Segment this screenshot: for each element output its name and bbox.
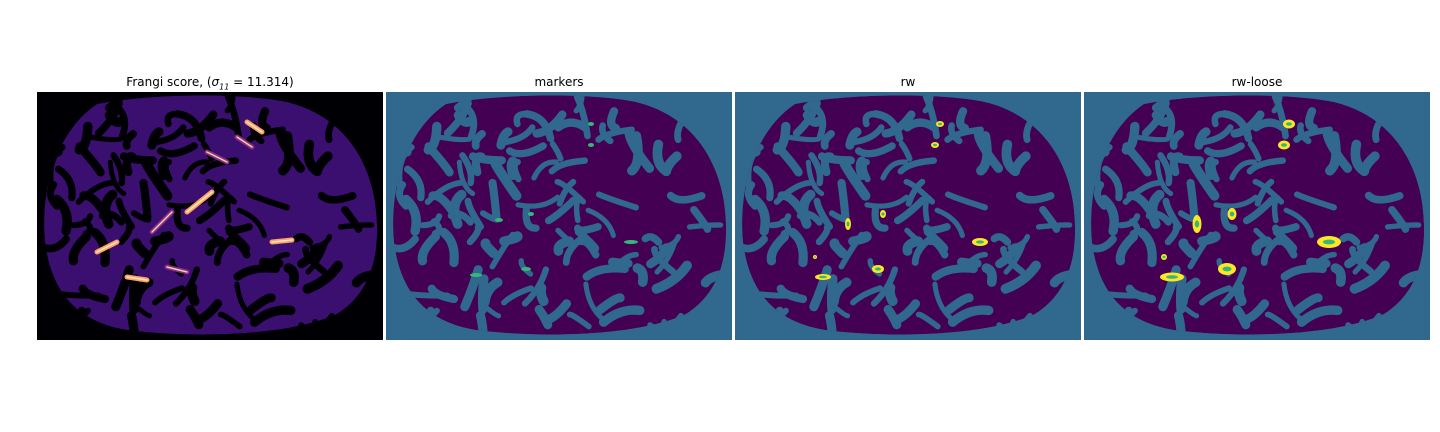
rw-loose-image xyxy=(1084,92,1430,340)
rw-panel-title: rw xyxy=(900,75,916,89)
frangi-image xyxy=(37,92,383,340)
rw-loose-panel-title: rw-loose xyxy=(1231,75,1283,89)
rw-image xyxy=(735,92,1081,340)
markers-panel: markers xyxy=(386,74,732,340)
frangi-panel: Frangi score, (σ11 = 11.314) xyxy=(37,74,383,340)
markers-image xyxy=(386,92,732,340)
rw-loose-panel: rw-loose xyxy=(1084,74,1430,340)
markers-panel-title: markers xyxy=(534,75,584,89)
rw-panel: rw xyxy=(735,74,1081,340)
frangi-panel-title: Frangi score, (σ11 = 11.314) xyxy=(126,75,294,92)
